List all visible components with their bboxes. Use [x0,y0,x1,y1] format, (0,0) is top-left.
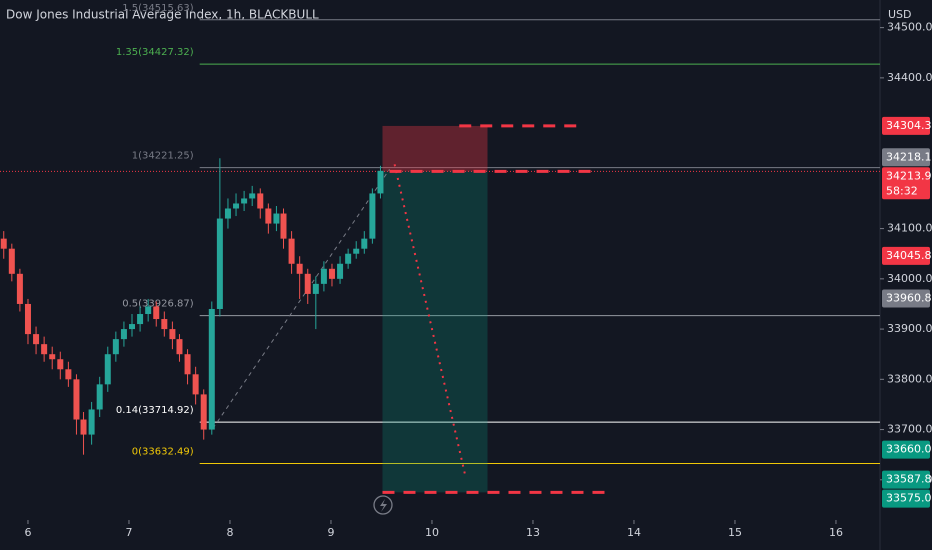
candle-body [280,213,287,239]
candle-body [129,324,136,330]
candle-body [176,339,183,355]
price-badge-label: 34045.82 [886,249,932,262]
y-tick-label: 34500.00 [887,21,932,34]
candle-body [257,193,264,209]
x-tick-label: 13 [526,526,540,539]
price-badge-label: 33660.05 [886,443,932,456]
target-zone [382,171,488,493]
x-tick-label: 7 [125,526,132,539]
candle-body [192,374,199,395]
price-badge-label: 34304.35 [886,119,932,132]
candle-body [137,314,144,325]
y-tick-label: 34000.00 [887,272,932,285]
icon-bolt[interactable] [380,499,387,512]
candle-body [57,359,64,370]
price-badge [882,246,930,265]
y-tick-label: 33900.00 [887,322,932,335]
candle-body [184,354,191,375]
candle-body [200,394,207,430]
price-badge-label: 34218.16 [886,150,932,163]
candle-body [249,193,256,199]
candle-body [208,308,215,430]
candle-body [169,329,176,340]
price-badge [882,116,930,135]
currency-label: USD [888,8,912,21]
candle-body [153,306,160,320]
candle-body [49,354,56,360]
replay-icon[interactable] [373,495,393,515]
price-badge [882,470,930,489]
candle-body [65,369,72,380]
candle-body [104,354,111,385]
price-countdown: 58:32 [886,184,918,197]
fib-label: 0.5(33926.87) [122,299,194,310]
price-badge [882,440,930,459]
fib-label: 1(34221.25) [132,151,194,162]
candle-body [312,283,319,294]
candle-body [41,344,48,355]
x-tick-label: 16 [829,526,843,539]
chart-title: Dow Jones Industrial Average Index, 1h, … [6,8,319,22]
candle-body [337,263,344,279]
y-tick-label: 34400.00 [887,71,932,84]
x-tick-label: 14 [627,526,641,539]
price-badge [882,167,930,200]
candle-body [120,329,127,340]
fib-label: 1.35(34427.32) [116,47,194,58]
candle-body [296,263,303,274]
candle-body [241,198,248,204]
candle-body [304,273,311,294]
candle-body [353,248,360,254]
candle-body [96,384,103,410]
candle-body [377,170,384,194]
price-badge-label: 33575.03 [886,492,932,505]
candle-body [16,273,23,304]
projection-line [393,164,467,477]
price-badge [882,148,930,167]
candle-body [24,303,31,335]
price-badge-label: 33960.82 [886,292,932,305]
candle-body [161,319,168,330]
candle-body [33,334,40,345]
price-badge [882,289,930,308]
candle-body [273,213,280,224]
x-tick-label: 8 [226,526,233,539]
candle-body [265,208,272,224]
candle-body [369,193,376,239]
stop-zone [382,125,488,172]
fib-label: 0.14(33714.92) [116,405,194,416]
candle-body [328,268,335,279]
candle-body [361,238,368,249]
candle-body [145,306,152,315]
fib-label: 0(33632.49) [132,446,194,457]
candle-body [345,253,352,264]
price-badge [882,489,930,508]
price-badge-label: 34213.90 [886,169,932,182]
icon-ring[interactable] [373,495,393,515]
x-tick-label: 9 [327,526,334,539]
candle-body [216,218,223,309]
y-tick-label: 34100.00 [887,222,932,235]
trend-line [212,169,390,429]
fib-label: 1.5(34515.63) [122,3,194,14]
x-tick-label: 10 [425,526,439,539]
x-tick-label: 6 [24,526,31,539]
candle-body [0,238,7,249]
y-tick-label: 33800.00 [887,372,932,385]
price-badge-label: 33587.87 [886,473,932,486]
candle-body [80,419,87,435]
candle-body [88,409,95,435]
x-tick-label: 15 [728,526,742,539]
candle-body [224,208,231,219]
candle-body [73,379,80,420]
candle-body [8,248,15,274]
y-tick-label: 33700.00 [887,423,932,436]
candle-body [320,268,327,284]
candle-body [233,203,240,209]
candle-body [112,339,119,355]
candle-body [288,238,295,264]
